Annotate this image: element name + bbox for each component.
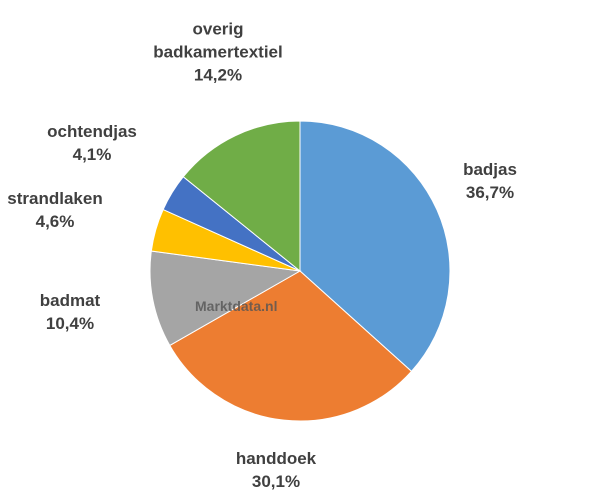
slice-label: overig badkamertextiel 14,2% [133, 18, 303, 87]
value-label: 30,1% [251, 472, 301, 491]
pie-slice [182, 120, 301, 273]
pie-slice [169, 270, 413, 422]
category-label: strandlaken [7, 189, 103, 208]
category-label: badjas [463, 160, 517, 179]
slice-label: badmat 10,4% [25, 289, 115, 335]
category-label: badmat [39, 291, 101, 310]
value-label: 4,1% [72, 145, 112, 164]
slice-label: badjas 36,7% [445, 158, 535, 204]
value-label: 4,6% [35, 212, 75, 231]
pie-slice [299, 120, 451, 373]
category-label: overig badkamertextiel [153, 19, 283, 62]
slice-label: handdoek 30,1% [221, 447, 331, 493]
category-label: ochtendjas [47, 122, 137, 141]
slice-label: strandlaken 4,6% [0, 187, 110, 233]
value-label: 14,2% [193, 65, 243, 85]
value-label: 36,7% [465, 183, 515, 202]
watermark: Marktdata.nl [195, 298, 278, 314]
pie-slice [149, 250, 302, 347]
value-label: 10,4% [45, 314, 95, 333]
slice-label: ochtendjas 4,1% [37, 120, 147, 166]
category-label: handdoek [235, 449, 317, 468]
